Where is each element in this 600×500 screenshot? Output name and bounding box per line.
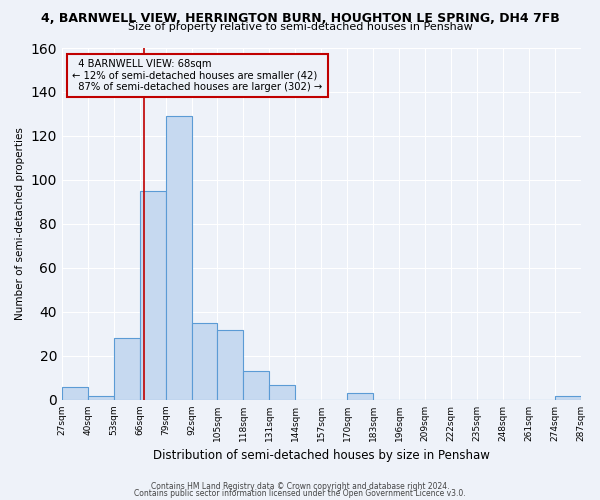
Text: Contains HM Land Registry data © Crown copyright and database right 2024.: Contains HM Land Registry data © Crown c… xyxy=(151,482,449,491)
Bar xyxy=(140,191,166,400)
Bar xyxy=(217,330,244,400)
Bar xyxy=(347,394,373,400)
Bar xyxy=(191,323,217,400)
Text: 4 BARNWELL VIEW: 68sqm
← 12% of semi-detached houses are smaller (42)
  87% of s: 4 BARNWELL VIEW: 68sqm ← 12% of semi-det… xyxy=(72,58,323,92)
Bar xyxy=(166,116,191,400)
Text: Contains public sector information licensed under the Open Government Licence v3: Contains public sector information licen… xyxy=(134,490,466,498)
Y-axis label: Number of semi-detached properties: Number of semi-detached properties xyxy=(15,128,25,320)
Bar xyxy=(88,396,114,400)
Bar xyxy=(114,338,140,400)
Bar xyxy=(244,372,269,400)
X-axis label: Distribution of semi-detached houses by size in Penshaw: Distribution of semi-detached houses by … xyxy=(153,450,490,462)
Text: 4, BARNWELL VIEW, HERRINGTON BURN, HOUGHTON LE SPRING, DH4 7FB: 4, BARNWELL VIEW, HERRINGTON BURN, HOUGH… xyxy=(41,12,559,26)
Bar xyxy=(62,386,88,400)
Bar xyxy=(269,384,295,400)
Bar xyxy=(554,396,581,400)
Text: Size of property relative to semi-detached houses in Penshaw: Size of property relative to semi-detach… xyxy=(128,22,472,32)
